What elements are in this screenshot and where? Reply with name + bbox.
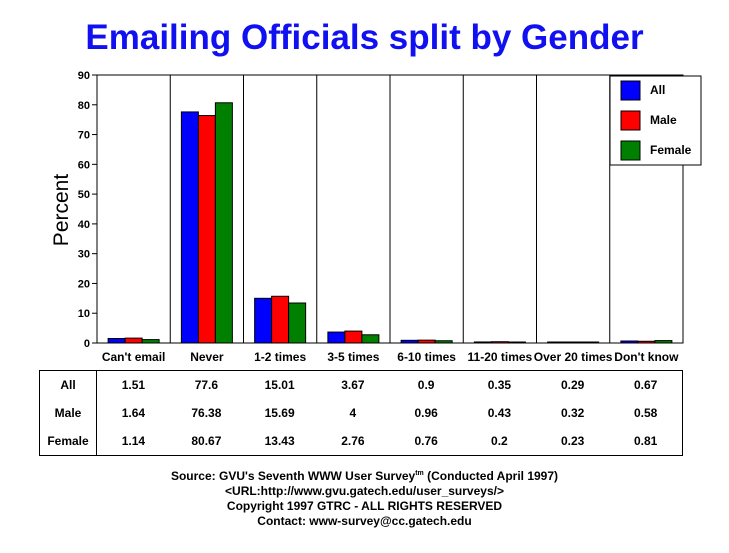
y-tick-label: 30 — [78, 249, 90, 261]
table-cell: 0.76 — [389, 427, 463, 456]
bar-female-3 — [288, 302, 307, 344]
table-cell: 76.38 — [191, 406, 222, 420]
y-tick-label: 60 — [78, 159, 90, 171]
table-cell: 2.76 — [316, 427, 390, 456]
table-row: All 1.51 77.6 15.01 3.67 0.9 0.35 0.29 0.67 — [39, 370, 684, 399]
table-cell: 0.32 — [560, 406, 585, 420]
bar-all-2 — [180, 111, 199, 344]
table-cell: 0.23 — [536, 427, 610, 456]
y-axis-ticks: 0 10 20 30 40 50 60 70 80 90 — [78, 70, 97, 350]
table-cell: 77.6 — [169, 370, 243, 399]
table-cell: 0.67 — [609, 370, 684, 399]
source-url: <URL:http://www.gvu.gatech.edu/user_surv… — [225, 484, 504, 498]
bar-all-3 — [254, 297, 273, 344]
y-tick-label: 90 — [78, 70, 90, 82]
table-cell: 0.81 — [609, 427, 684, 456]
table-cell: 15.01 — [243, 370, 317, 399]
row-label: All — [39, 370, 97, 399]
table-cell: 0.43 — [487, 406, 512, 420]
bar-male-4 — [344, 330, 363, 344]
bar-male-2 — [197, 115, 216, 344]
table-cell: 4 — [349, 406, 357, 420]
data-table: All 1.51 77.6 15.01 3.67 0.9 0.35 0.29 0.67 Male 1… — [39, 370, 684, 456]
contact: Contact: www-survey@cc.gatech.edu — [257, 514, 472, 528]
bar-male-8 — [637, 340, 656, 344]
source-line: Source: GVU's Seventh WWW User Surveytm … — [170, 469, 559, 483]
y-tick-label: 50 — [78, 189, 90, 201]
y-tick-label: 0 — [84, 338, 90, 350]
category-label: 6-10 times — [397, 350, 456, 364]
y-tick-label: 40 — [78, 219, 90, 231]
bar-female-2 — [214, 102, 233, 344]
category-label: 1-2 times — [254, 350, 306, 364]
table-cell: 13.43 — [243, 427, 317, 456]
bar-female-8 — [654, 340, 673, 344]
bar-all-1 — [107, 338, 126, 344]
legend-label: Female — [650, 143, 692, 157]
table-cell: 1.14 — [96, 427, 170, 456]
bar-all-8 — [620, 340, 639, 344]
category-label: 11-20 times — [468, 350, 533, 364]
bar-female-6 — [507, 341, 526, 344]
category-labels: Can't email Never 1-2 times 3-5 times 6-10 t… — [102, 350, 679, 364]
table-cell: 80.67 — [169, 427, 243, 456]
legend-swatch — [620, 110, 641, 131]
legend-label: All — [650, 83, 665, 97]
bar-female-5 — [434, 340, 453, 344]
bar-all-7 — [547, 341, 566, 344]
grid-lines — [96, 74, 684, 344]
row-label: Female — [39, 427, 97, 456]
category-label: Never — [190, 350, 224, 364]
table-cell: 15.69 — [264, 406, 295, 420]
legend-swatch — [620, 140, 641, 161]
table-row: Male 1.64 76.38 15.69 4 0.96 0.43 0.32 0.58 — [39, 399, 684, 427]
table-cell: 3.67 — [316, 370, 390, 399]
table-cell: 0.35 — [462, 370, 536, 399]
category-label: Don't know — [614, 350, 679, 364]
footer: Source: GVU's Seventh WWW User Surveytm … — [0, 466, 729, 529]
table-cell: 1.64 — [121, 406, 146, 420]
y-tick-label: 80 — [78, 100, 90, 112]
copyright: Copyright 1997 GTRC - ALL RIGHTS RESERVE… — [226, 499, 503, 513]
bar-female-7 — [581, 341, 600, 344]
bar-male-7 — [564, 341, 583, 344]
legend-swatch — [620, 80, 641, 101]
bar-all-4 — [327, 331, 346, 344]
table-row: Female 1.14 80.67 13.43 2.76 0.76 0.2 0.23 0.81 — [39, 427, 684, 456]
bar-female-4 — [361, 334, 380, 344]
table-cell: 0.9 — [389, 370, 463, 399]
bar-male-3 — [271, 295, 290, 344]
legend-label: Male — [650, 113, 677, 127]
table-cell: 0.58 — [609, 399, 684, 427]
bars — [107, 102, 673, 344]
y-axis-label: Percent — [50, 174, 73, 247]
y-tick-label: 10 — [78, 308, 90, 320]
bar-all-5 — [400, 339, 419, 344]
bar-male-1 — [124, 337, 143, 344]
row-label: Male — [39, 399, 97, 427]
bar-male-5 — [417, 339, 436, 344]
category-label: 3-5 times — [327, 350, 379, 364]
bar-female-1 — [141, 339, 160, 344]
y-tick-label: 70 — [78, 130, 90, 142]
bar-all-6 — [473, 341, 492, 344]
table-cell: 0.96 — [414, 406, 438, 420]
category-label: Over 20 times — [534, 350, 613, 364]
y-tick-label: 20 — [78, 278, 90, 290]
chart-title: Emailing Officials split by Gender — [85, 18, 644, 57]
table-cell: 0.29 — [536, 370, 610, 399]
legend: All Male Female — [609, 75, 702, 166]
bar-chart: 0 10 20 30 40 50 60 70 80 90 Can't email Never 1-2 … — [50, 70, 702, 364]
table-cell: 1.51 — [96, 370, 170, 399]
bar-male-6 — [490, 341, 509, 344]
category-label: Can't email — [102, 350, 166, 364]
table-cell: 0.2 — [462, 427, 536, 456]
